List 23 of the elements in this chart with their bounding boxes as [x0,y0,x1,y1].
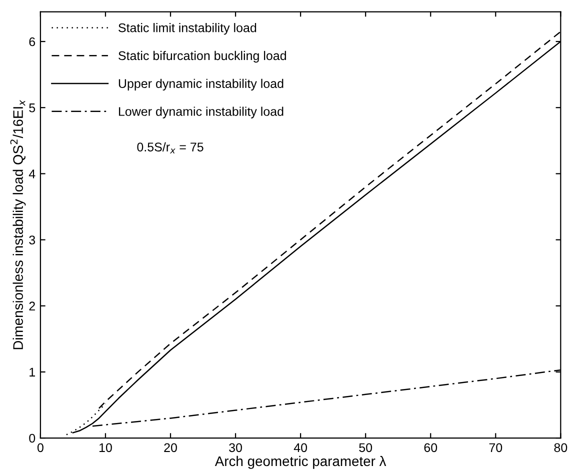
y-tick-label: 2 [29,302,35,310]
legend-label: Lower dynamic instability load [118,106,284,118]
y-tick-label: 4 [28,170,36,178]
x-tick-label: 40 [294,443,308,452]
legend-label: Static bifurcation buckling load [118,50,286,63]
x-tick-label: 0 [37,443,44,452]
x-tick-label: 20 [164,443,177,452]
x-tick-label: 30 [229,443,242,452]
y-tick-label: 5 [29,104,36,112]
y-axis-title: Dimensionless instability load QS$^{2}$/16EI$_{x}$ [10,100,26,350]
legend-label: Static limit instability load [118,23,256,35]
y-tick-label: 0 [29,434,36,443]
legend-label: Upper dynamic instability load [118,78,284,90]
x-tick-label: 70 [489,443,502,452]
x-tick-label: 10 [99,443,112,452]
annotation: 0.5S/r$_{x}$ = 75 [137,142,204,154]
x-tick-label: 80 [554,443,568,452]
y-tick-label: 1 [30,368,35,376]
y-tick-label: 6 [29,37,36,46]
x-tick-label: 60 [424,443,438,452]
x-axis-title: Arch geometric parameter λ [214,456,386,469]
x-tick-label: 50 [359,443,372,452]
y-tick-label: 3 [29,236,36,244]
